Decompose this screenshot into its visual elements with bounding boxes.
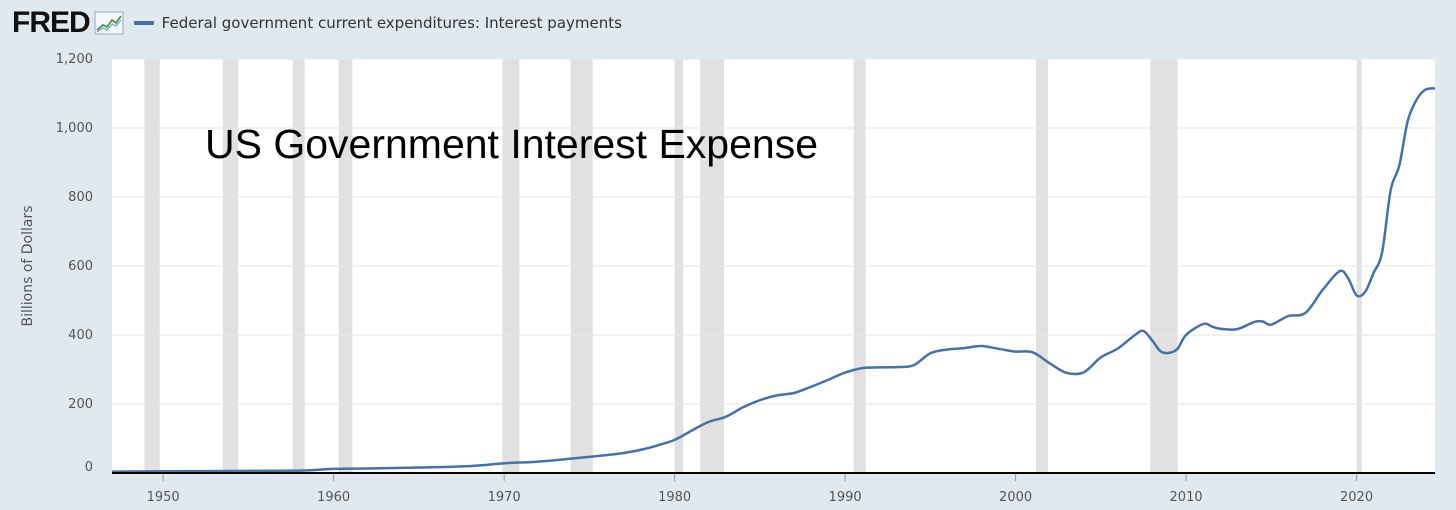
chart-title: US Government Interest Expense [205, 121, 818, 167]
y-tick-label: 200 [68, 397, 93, 412]
x-tick-label: 1990 [829, 490, 862, 505]
fred-logo: FRED [12, 6, 91, 39]
y-axis-ticks: 0 200 400 600 800 1,000 1,200 [56, 52, 93, 475]
x-tick-label: 1980 [658, 490, 691, 505]
y-axis-label: Billions of Dollars [20, 205, 36, 326]
y-tick-label: 0 [85, 460, 93, 475]
x-tick-label: 1970 [488, 490, 521, 505]
trend-line-icon [94, 11, 124, 35]
legend-swatch [133, 21, 154, 25]
legend-label: Federal government current expenditures:… [161, 14, 622, 32]
x-tick-label: 2010 [1170, 490, 1203, 505]
chart-header: FRED Federal government current expendit… [12, 6, 622, 40]
y-tick-label: 1,200 [56, 52, 93, 67]
x-tick-label: 2000 [999, 490, 1032, 505]
x-axis-ticks: 1950 1960 1970 1980 1990 2000 2010 2020 [147, 473, 1373, 505]
gridlines [112, 58, 1435, 405]
y-tick-label: 400 [68, 328, 93, 343]
y-tick-label: 600 [68, 259, 93, 274]
chart-legend[interactable]: Federal government current expenditures:… [133, 14, 622, 32]
x-tick-label: 2020 [1340, 490, 1373, 505]
y-tick-label: 800 [68, 190, 93, 205]
x-tick-label: 1960 [317, 490, 350, 505]
x-tick-label: 1950 [147, 490, 180, 505]
series-line[interactable] [111, 87, 1436, 473]
y-tick-label: 1,000 [56, 121, 93, 136]
